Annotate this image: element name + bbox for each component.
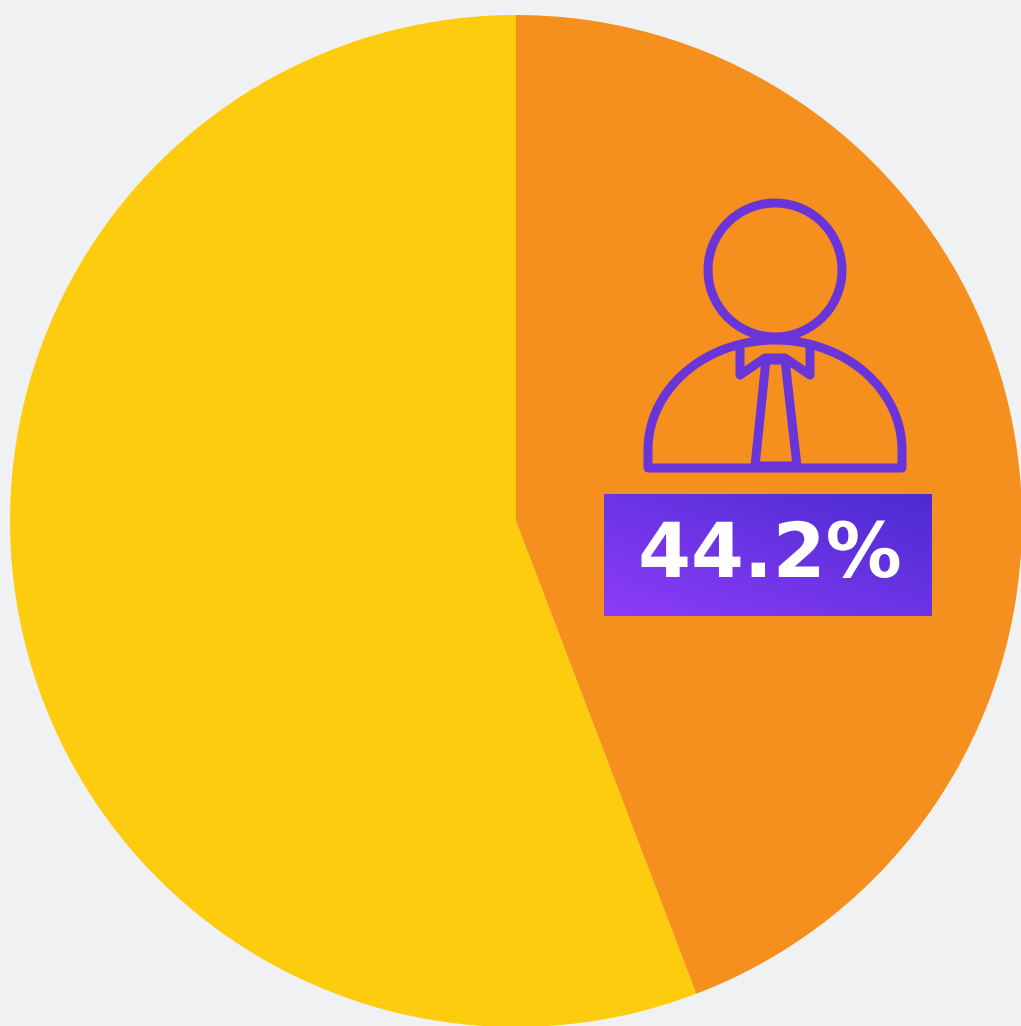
pie-slice: [10, 15, 697, 1026]
value-label: 44.2%: [638, 506, 902, 595]
person-icon: [643, 198, 907, 473]
value-label-box: [604, 494, 932, 616]
